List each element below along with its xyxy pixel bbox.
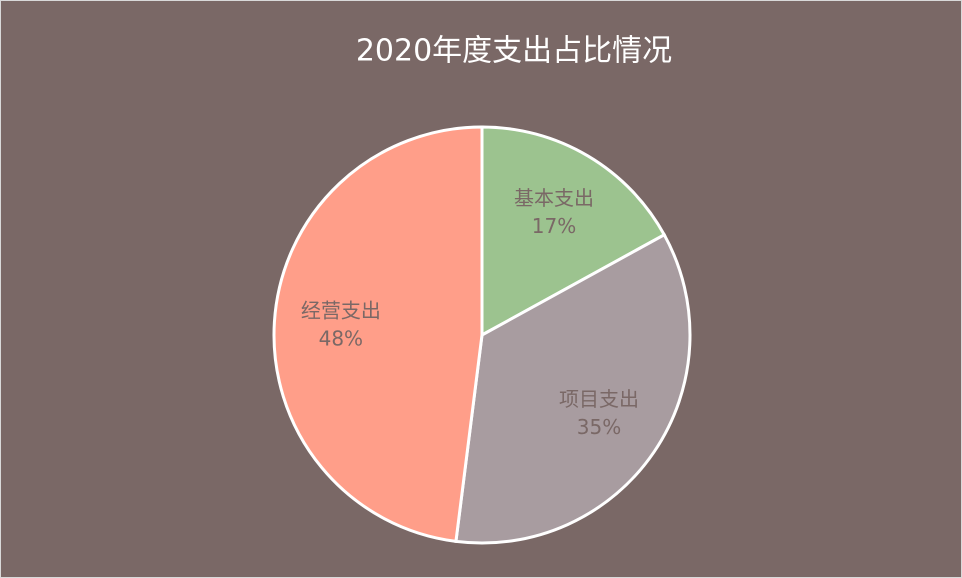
pie-slice xyxy=(272,125,484,544)
pie-slice xyxy=(480,125,667,338)
value-label: 17% xyxy=(532,214,576,238)
slice-label: 基本支出 xyxy=(514,186,594,210)
slice-label: 项目支出 xyxy=(559,387,639,411)
slice-label: 经营支出 xyxy=(301,299,381,323)
chart-title: 2020年度支出占比情况 xyxy=(356,34,672,69)
value-label: 35% xyxy=(577,415,621,439)
value-label: 48% xyxy=(319,327,363,351)
pie-slice xyxy=(454,232,692,545)
